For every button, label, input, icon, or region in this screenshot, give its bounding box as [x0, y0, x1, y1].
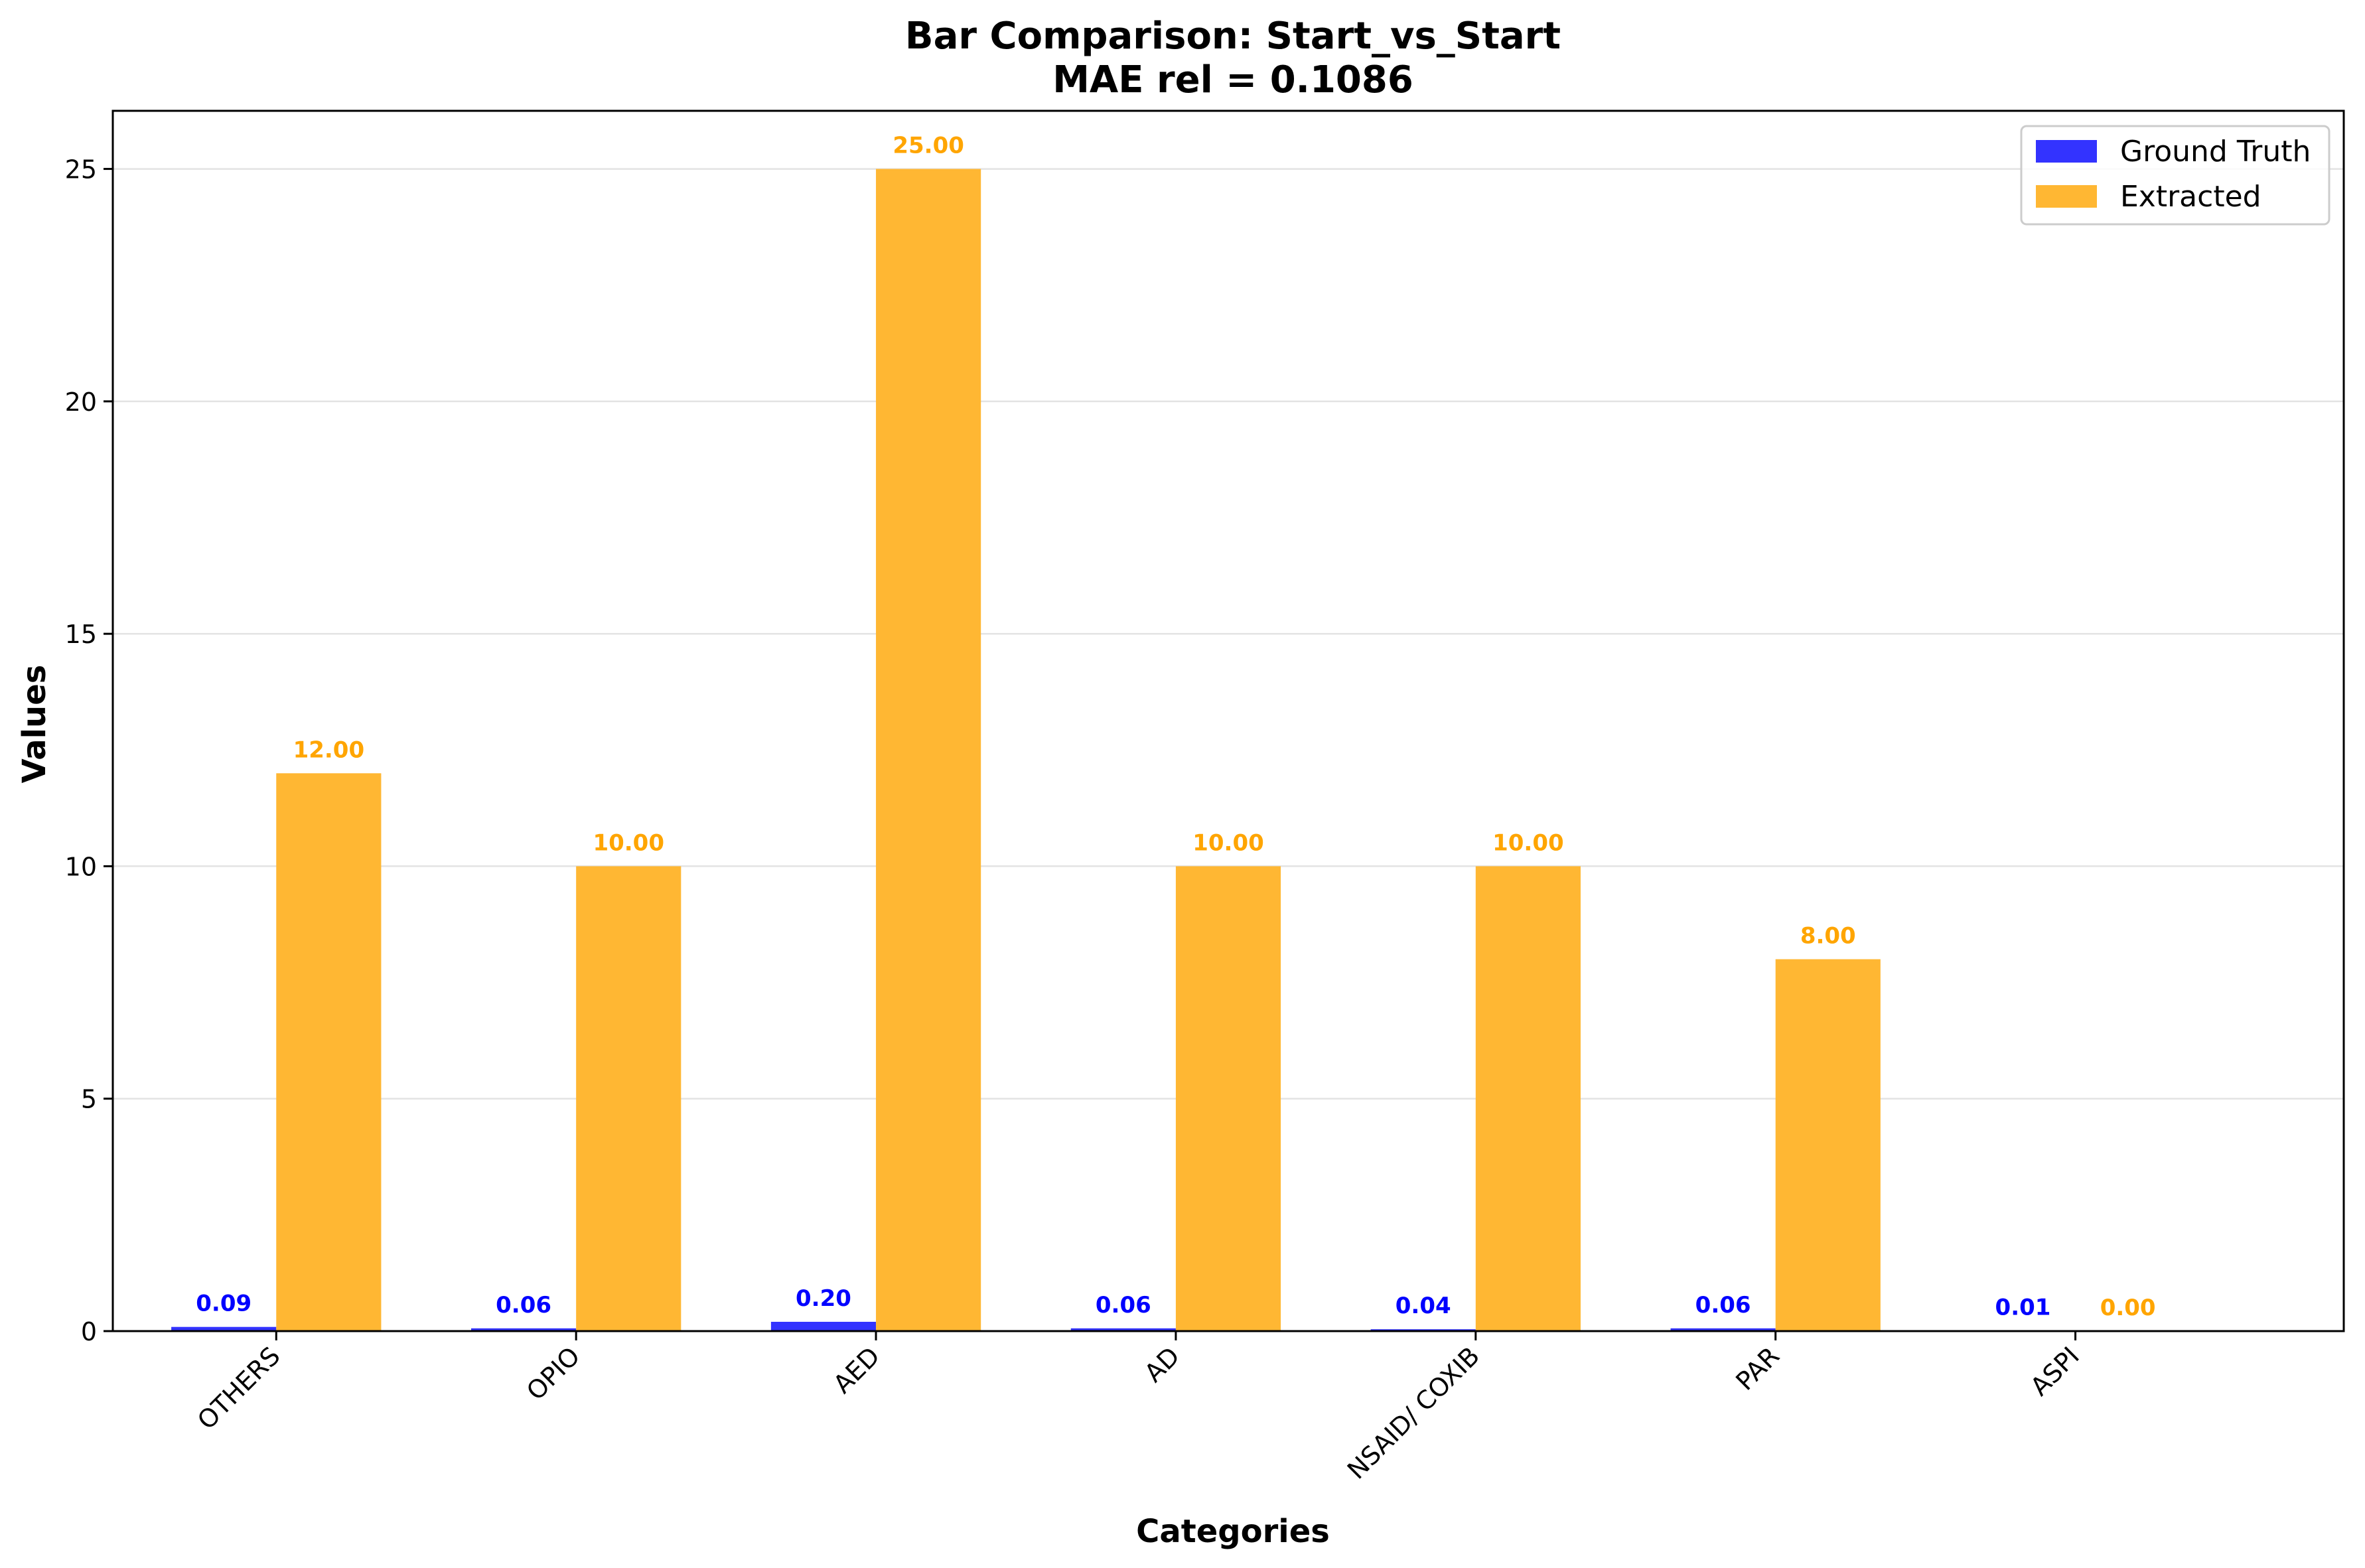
bar-extracted [576, 866, 681, 1331]
bar-value-label: 0.20 [796, 1285, 851, 1312]
x-axis-label: Categories [1136, 1513, 1330, 1550]
bar-value-label: 10.00 [1492, 829, 1564, 856]
legend: Ground Truth Extracted [2020, 125, 2330, 226]
x-tick-label: ASPI [2025, 1341, 2085, 1401]
legend-swatch-ground-truth [2036, 140, 2097, 163]
bar-extracted [1475, 866, 1581, 1331]
legend-swatch-extracted [2036, 185, 2097, 208]
x-tick-label: PAR [1730, 1341, 1785, 1396]
bar-value-label: 0.06 [496, 1292, 551, 1319]
bar-value-label: 8.00 [1800, 923, 1856, 950]
y-tick-label: 15 [65, 620, 97, 649]
bar-value-label: 0.00 [2100, 1295, 2156, 1321]
x-tick-label: AD [1139, 1341, 1185, 1388]
bar-value-label: 0.01 [1995, 1294, 2051, 1320]
chart-title-line2: MAE rel = 0.1086 [1052, 58, 1413, 102]
bars [171, 169, 2076, 1332]
bar-ground-truth [1670, 1328, 1776, 1331]
y-axis-label: Values [16, 665, 53, 784]
bar-extracted [876, 169, 981, 1332]
bar-extracted [1175, 866, 1281, 1331]
x-tick-label: AED [827, 1341, 885, 1399]
y-tick-label: 25 [65, 155, 97, 184]
legend-box [2020, 125, 2330, 226]
y-tick-label: 5 [81, 1085, 97, 1114]
legend-label-ground-truth: Ground Truth [2120, 135, 2311, 169]
x-tick-label: OTHERS [192, 1341, 286, 1435]
y-tick-label: 0 [81, 1317, 97, 1346]
bar-value-label: 10.00 [1192, 829, 1264, 856]
bar-value-label: 0.06 [1096, 1292, 1151, 1319]
y-axis-ticks: 0 5 10 15 20 25 [65, 155, 113, 1346]
bar-extracted [276, 773, 382, 1331]
bar-value-label: 0.06 [1695, 1292, 1751, 1319]
y-tick-label: 10 [65, 852, 97, 881]
chart-title-line1: Bar Comparison: Start_vs_Start [905, 15, 1561, 58]
x-tick-label: NSAID/ COXIB [1342, 1341, 1485, 1484]
bar-value-label: 12.00 [293, 737, 365, 763]
x-axis-ticks: OTHERS OPIO AED AD NSAID/ COXIB PAR ASPI [192, 1331, 2085, 1485]
legend-label-extracted: Extracted [2120, 180, 2261, 214]
bar-value-labels: 0.09 0.06 0.20 0.06 0.04 0.06 0.01 12.00 10.00 25… [196, 133, 2155, 1321]
bar-value-label: 0.09 [196, 1291, 251, 1317]
bar-ground-truth [171, 1326, 277, 1331]
bar-ground-truth [770, 1321, 877, 1331]
bar-value-label: 0.04 [1396, 1293, 1451, 1319]
x-tick-label: OPIO [521, 1341, 586, 1406]
bar-extracted [1775, 959, 1881, 1331]
y-tick-label: 20 [65, 388, 97, 417]
bar-value-label: 10.00 [593, 829, 664, 856]
plot-frame [111, 109, 2345, 1332]
bar-value-label: 25.00 [893, 133, 964, 159]
bar-ground-truth [470, 1328, 577, 1331]
bar-ground-truth [1070, 1328, 1176, 1331]
